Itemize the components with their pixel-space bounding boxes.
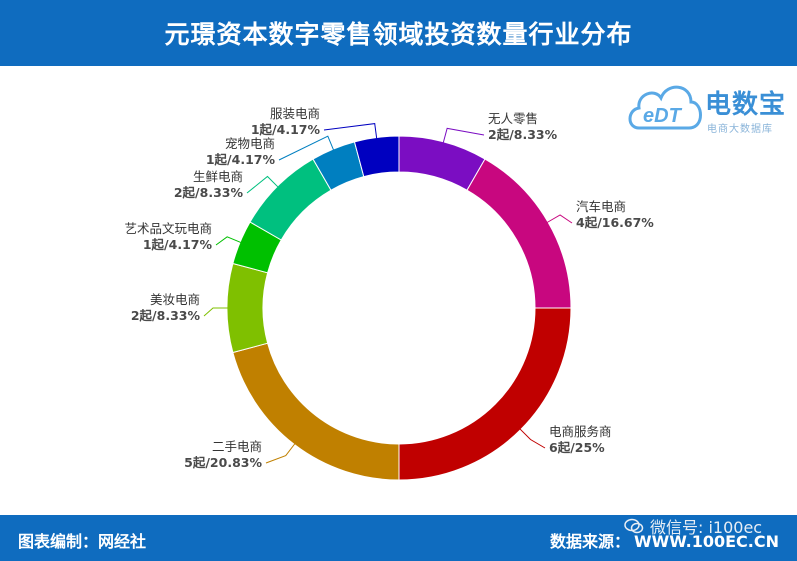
- chart-credit: 图表编制：网经社: [18, 532, 147, 551]
- slice-value-label: 2起/8.33%: [131, 308, 201, 323]
- source-url: WWW.100EC.CN: [634, 532, 779, 551]
- logo: eDT 电数宝 电商大数据库: [625, 70, 795, 140]
- wechat-icon: [624, 518, 644, 534]
- slice-value-label: 6起/25%: [549, 440, 605, 455]
- chart-header: 元璟资本数字零售领域投资数量行业分布: [0, 0, 797, 66]
- donut-slice: [398, 307, 572, 481]
- donut-slice: [353, 135, 400, 178]
- slice-value-label: 4起/16.67%: [576, 215, 654, 230]
- slice-name-label: 电商服务商: [549, 424, 612, 439]
- slice-name-label: 无人零售: [488, 111, 538, 126]
- leader-line: [442, 127, 485, 144]
- slice-name-label: 服装电商: [270, 106, 320, 121]
- leader-line: [518, 427, 546, 449]
- cloud-logo-icon: eDT: [628, 85, 702, 130]
- slice-value-label: 2起/8.33%: [488, 127, 558, 142]
- leader-line: [203, 307, 229, 317]
- leader-line: [246, 175, 280, 194]
- leader-line: [545, 214, 573, 224]
- slice-value-label: 1起/4.17%: [251, 122, 321, 137]
- watermark-text: 微信号: i100ec: [650, 518, 763, 537]
- slice-value-label: 5起/20.83%: [184, 455, 262, 470]
- slice-name-label: 生鲜电商: [193, 169, 243, 184]
- leader-line: [323, 123, 378, 140]
- slice-name-label: 宠物电商: [225, 136, 275, 151]
- leader-line: [265, 442, 296, 464]
- chart-title: 元璟资本数字零售领域投资数量行业分布: [164, 20, 633, 49]
- donut-slice: [226, 262, 269, 354]
- slice-name-label: 美妆电商: [150, 292, 200, 307]
- leader-line: [278, 135, 335, 161]
- slice-value-label: 1起/4.17%: [143, 237, 213, 252]
- slice-name-label: 艺术品文玩电商: [124, 221, 212, 236]
- donut-slice: [466, 158, 572, 309]
- logo-brand: 电数宝: [705, 90, 787, 120]
- data-source: 数据来源： WWW.100EC.CN: [550, 528, 779, 552]
- slice-name-label: 汽车电商: [576, 199, 626, 214]
- slice-value-label: 1起/4.17%: [206, 152, 276, 167]
- wechat-watermark: 微信号: i100ec: [624, 514, 762, 538]
- logo-mark: eDT: [643, 105, 683, 127]
- logo-tagline: 电商大数据库: [707, 124, 773, 135]
- donut-slice: [249, 158, 332, 241]
- source-label: 数据来源：: [549, 532, 630, 551]
- leader-line: [215, 236, 243, 246]
- footer: 图表编制：网经社 数据来源： WWW.100EC.CN: [0, 515, 797, 561]
- slice-name-label: 二手电商: [212, 439, 262, 454]
- donut-chart: 无人零售2起/8.33%汽车电商4起/16.67%电商服务商6起/25%二手电商…: [124, 106, 654, 481]
- slice-value-label: 2起/8.33%: [174, 185, 244, 200]
